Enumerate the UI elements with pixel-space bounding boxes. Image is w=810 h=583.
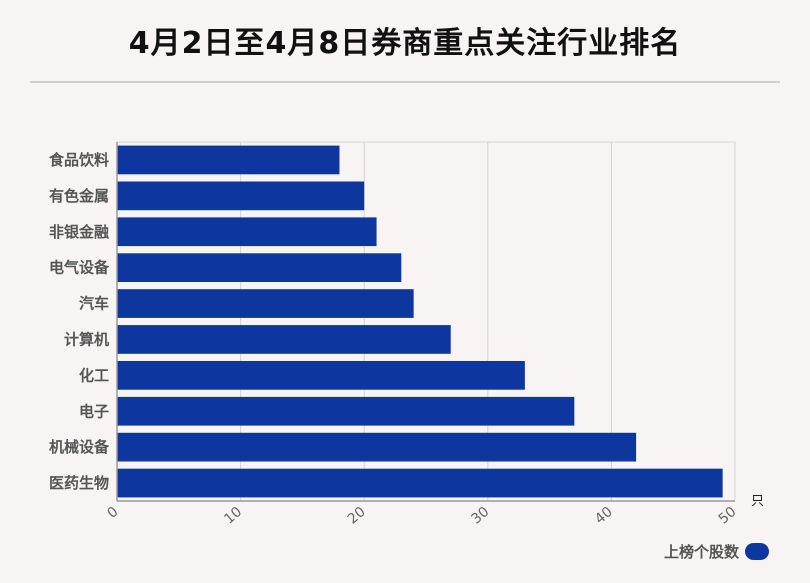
bar <box>117 360 525 390</box>
bar <box>117 217 377 247</box>
legend-label: 上榜个股数 <box>663 543 739 561</box>
x-tick-label: 40 <box>592 504 616 528</box>
x-tick-label: 10 <box>221 504 245 528</box>
bar <box>117 289 414 318</box>
bar <box>117 432 637 462</box>
category-label: 有色金属 <box>49 187 109 205</box>
category-label: 医药生物 <box>49 474 109 492</box>
category-label: 汽车 <box>79 295 109 313</box>
x-tick-label: 20 <box>345 504 369 528</box>
bar <box>117 253 402 283</box>
bar <box>117 325 451 354</box>
chart-title: 4月2日至4月8日券商重点关注行业排名 <box>128 26 682 61</box>
x-axis-unit: 只 <box>751 494 764 509</box>
category-label: 计算机 <box>64 330 109 348</box>
title-divider <box>30 81 780 83</box>
legend[interactable]: 上榜个股数 <box>664 541 769 562</box>
bar <box>117 468 723 498</box>
x-tick-label: 0 <box>104 504 121 522</box>
bar <box>117 181 365 211</box>
legend-swatch <box>745 543 769 560</box>
category-label: 非银金融 <box>49 223 109 241</box>
category-label: 电子 <box>79 402 109 420</box>
category-label: 食品饮料 <box>49 151 109 169</box>
x-tick-label: 30 <box>468 504 492 528</box>
x-tick-label: 50 <box>716 504 740 528</box>
category-label: 化工 <box>79 366 109 384</box>
bar <box>117 145 340 175</box>
category-label: 电气设备 <box>49 259 110 277</box>
bar <box>117 396 575 426</box>
category-label: 机械设备 <box>49 438 110 456</box>
